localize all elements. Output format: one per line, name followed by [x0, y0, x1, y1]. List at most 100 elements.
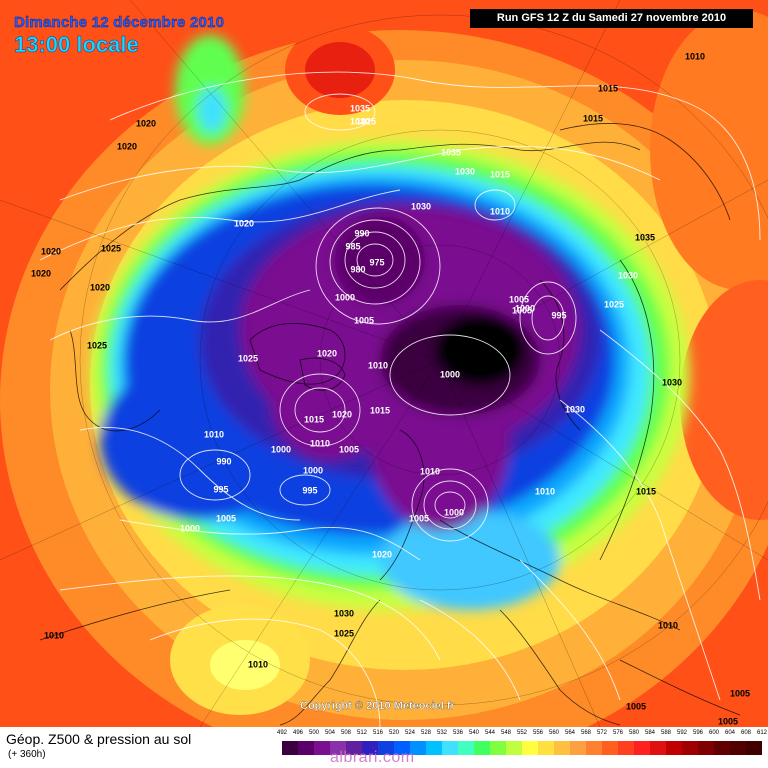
scale-label: 492: [276, 730, 288, 736]
pressure-label: 1025: [87, 340, 107, 350]
pressure-label: 1030: [565, 404, 585, 414]
pressure-label: 1010: [535, 486, 555, 496]
pressure-label: 1030: [334, 608, 354, 618]
pressure-label: 1020: [90, 282, 110, 292]
scale-label: 564: [564, 730, 576, 736]
scale-swatch: [586, 741, 602, 755]
color-scale-legend: 492 496 500 504 508 512 516 520 524 528 532 536 540 5…: [277, 730, 767, 760]
forecast-range: (+ 360h): [8, 749, 46, 760]
scale-label: 512: [356, 730, 367, 736]
scale-swatch: [314, 741, 330, 755]
scale-swatch: [538, 741, 554, 755]
scale-label: 504: [324, 730, 336, 736]
pressure-label: 990: [216, 456, 231, 466]
scale-swatch: [362, 741, 378, 755]
pressure-label: 1020: [41, 246, 61, 256]
scale-label: 576: [612, 730, 624, 736]
pressure-label: 1025: [334, 628, 354, 638]
scale-swatch: [346, 741, 362, 755]
pressure-label: 1025: [604, 299, 624, 309]
scale-swatch: [426, 741, 442, 755]
pressure-label: 1025: [238, 353, 258, 363]
pressure-label: 1005: [512, 305, 532, 315]
scale-label: 516: [372, 730, 384, 736]
scale-swatch: [490, 741, 506, 755]
pressure-label: 1000: [444, 507, 464, 517]
pressure-label: 980: [350, 264, 365, 274]
pressure-label: 1010: [658, 620, 678, 630]
scale-swatch: [410, 741, 426, 755]
pressure-label: 1000: [180, 523, 200, 533]
scale-label: 560: [548, 730, 560, 736]
scale-label: 524: [404, 730, 416, 736]
scale-label: 596: [692, 730, 704, 736]
pressure-label: 1000: [271, 444, 291, 454]
forecast-time: 13:00 locale: [14, 32, 139, 58]
pressure-label: 1035: [635, 232, 655, 242]
scale-label: 568: [580, 730, 592, 736]
pressure-labels: 1010 1015 1020 1035 1030 1025 1015 1020 1035 1030…: [31, 51, 750, 726]
pressure-label: 995: [551, 310, 566, 320]
pressure-label: 1030: [662, 377, 682, 387]
scale-swatch: [714, 741, 730, 755]
scale-label: 612: [756, 730, 768, 736]
pressure-label: 1010: [248, 659, 268, 669]
pressure-label: 975: [369, 257, 384, 267]
scale-swatch: [634, 741, 650, 755]
pressure-label: 1035: [441, 147, 461, 157]
scale-label: 588: [660, 730, 672, 736]
scale-label: 528: [420, 730, 432, 736]
pressure-label: 1010: [490, 206, 510, 216]
pressure-label: 1005: [730, 688, 750, 698]
pressure-label: 1010: [204, 429, 224, 439]
scale-swatch: [458, 741, 474, 755]
pressure-label: 1005: [216, 513, 236, 523]
scale-label: 548: [500, 730, 512, 736]
pressure-label: 1020: [332, 409, 352, 419]
scale-label: 572: [596, 730, 607, 736]
pressure-label: 1020: [31, 268, 51, 278]
scale-label: 584: [644, 730, 656, 736]
pressure-label: 1010: [310, 438, 330, 448]
scale-swatch: [474, 741, 490, 755]
scale-swatch: [570, 741, 586, 755]
pressure-label: 1005: [718, 716, 738, 726]
scale-label: 496: [292, 730, 304, 736]
pressure-label: 1030: [411, 201, 431, 211]
scale-label: 508: [340, 730, 352, 736]
scale-swatch: [602, 741, 618, 755]
pressure-label: 995: [213, 484, 228, 494]
pressure-label: 1010: [685, 51, 705, 61]
scale-swatch: [666, 741, 682, 755]
scale-label: 544: [484, 730, 496, 736]
scale-label: 604: [724, 730, 736, 736]
scale-swatch: [298, 741, 314, 755]
scale-label: 592: [676, 730, 688, 736]
pressure-label: 1020: [117, 141, 137, 151]
pressure-label: 1035: [350, 103, 370, 113]
scale-swatch: [378, 741, 394, 755]
pressure-label: 1000: [440, 369, 460, 379]
pressure-label: 1015: [636, 486, 656, 496]
scale-swatch: [554, 741, 570, 755]
scale-label: 556: [532, 730, 544, 736]
pressure-label: 1020: [317, 348, 337, 358]
model-run-info: Run GFS 12 Z du Samedi 27 novembre 2010: [470, 9, 753, 28]
scale-label: 520: [388, 730, 400, 736]
pressure-label: 1030: [618, 270, 638, 280]
pressure-label: 985: [345, 241, 360, 251]
scale-swatch: [618, 741, 634, 755]
pressure-label: 1010: [44, 630, 64, 640]
pressure-label: 995: [302, 485, 317, 495]
scale-label: 600: [708, 730, 720, 736]
scale-swatch: [282, 741, 298, 755]
color-scale-labels: 492 496 500 504 508 512 516 520 524 528 532 536 540 5…: [277, 730, 767, 740]
map-footer: Géop. Z500 & pression au sol (+ 360h) 49…: [0, 727, 768, 768]
scale-label: 552: [516, 730, 528, 736]
pressure-label: 1025: [356, 116, 376, 126]
scale-label: 500: [308, 730, 320, 736]
pressure-label: 1000: [335, 292, 355, 302]
scale-swatch: [506, 741, 522, 755]
pressure-label: 1015: [490, 169, 510, 179]
